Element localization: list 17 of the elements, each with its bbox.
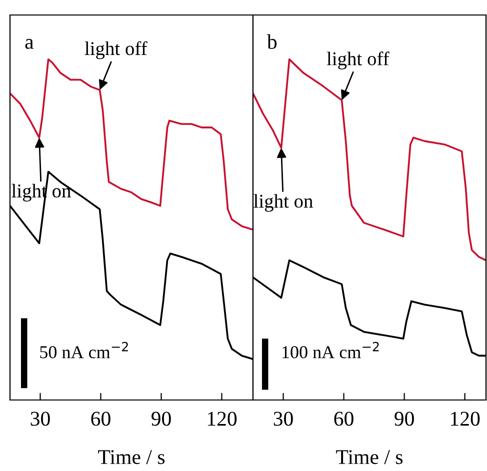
chart-title: a: [25, 38, 34, 49]
x-tick-label: 120: [208, 412, 237, 426]
annotation: light off: [326, 51, 390, 70]
x-axis-title: Time / s: [98, 450, 165, 464]
x-tick-label: 120: [451, 412, 480, 426]
x-tick-label: 60: [91, 412, 110, 426]
chart-title: b: [266, 34, 277, 49]
annotation: light on: [254, 194, 313, 212]
annotation: 50 nA cm$^{−2}$: [40, 342, 128, 358]
x-tick-label: 90: [152, 412, 171, 426]
annotation: 100 nA cm$^{−2}$: [282, 342, 379, 358]
annotation: light off: [84, 41, 148, 60]
x-axis-title: Time / s: [336, 450, 403, 464]
x-tick-label: 30: [30, 412, 50, 426]
x-tick-label: 30: [274, 412, 293, 426]
x-tick-label: 60: [334, 412, 354, 426]
x-tick-label: 90: [394, 412, 414, 426]
